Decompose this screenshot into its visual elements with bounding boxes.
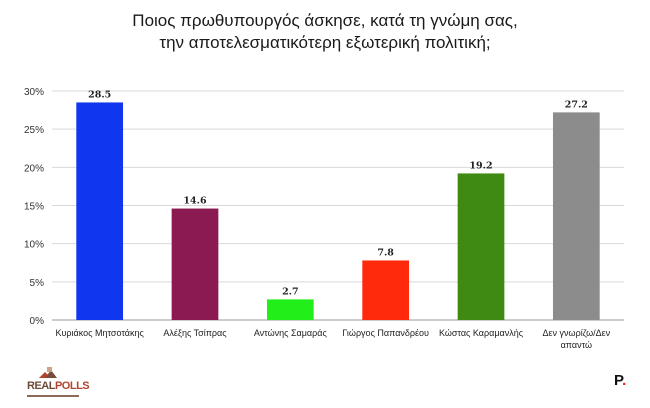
x-tick-label: Αλέξης Τσίπρας [163,328,227,338]
bar [552,112,600,320]
x-tick-label: Αντώνης Σαμαράς [254,328,328,338]
bar-value-label: 2.7 [282,286,299,297]
bar-value-label: 19.2 [469,160,492,171]
bar [76,102,124,320]
bar-value-label: 14.6 [183,196,207,207]
y-tick-label: 0% [30,316,45,327]
x-tick-label: Κυριάκος Μητσοτάκης [56,328,145,338]
x-tick-label: Δεν γνωρίζω/Δεν [543,328,611,338]
bar [171,208,219,320]
publisher-logo-dot: . [622,372,627,389]
y-tick-label: 30% [24,87,44,98]
realpolls-logo-text-real: REAL [27,380,55,392]
publisher-logo: P. [614,372,626,389]
chart-title-line-1: Ποιος πρωθυπουργός άσκησε, κατά τη γνώμη… [132,11,518,30]
chart-title: Ποιος πρωθυπουργός άσκησε, κατά τη γνώμη… [0,10,650,54]
realpolls-logo: REALPOLLS [27,366,90,400]
y-tick-label: 15% [24,202,44,213]
y-tick-label: 20% [24,163,44,174]
y-tick-label: 5% [30,278,45,289]
publisher-logo-letter: P [614,372,623,389]
x-tick-label: Κώστας Καραμανλής [439,328,524,338]
realpolls-logo-underline [27,395,79,397]
bar-value-label: 28.5 [88,89,111,100]
bar-value-label: 27.2 [565,99,588,110]
x-tick-label: Γιώργος Παπανδρέου [342,328,429,338]
bar-value-label: 7.8 [377,247,394,258]
realpolls-logo-text-polls: POLLS [54,380,90,392]
realpolls-logo-mark-icon [39,367,57,378]
bar [362,260,410,320]
chart-title-line-2: την αποτελεσματικότερη εξωτερική πολιτικ… [159,33,491,52]
x-tick-label: απαντώ [561,340,592,350]
bar [266,299,314,320]
bar [457,173,505,320]
y-tick-label: 10% [24,240,44,251]
y-tick-label: 25% [24,125,44,136]
